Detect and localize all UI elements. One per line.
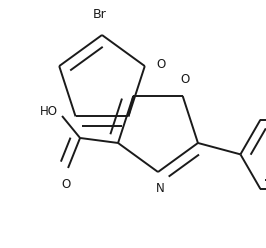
Text: O: O [157, 58, 166, 71]
Text: O: O [61, 178, 71, 191]
Text: Br: Br [93, 8, 107, 21]
Text: HO: HO [40, 105, 58, 119]
Text: O: O [180, 73, 189, 86]
Text: N: N [156, 182, 164, 195]
